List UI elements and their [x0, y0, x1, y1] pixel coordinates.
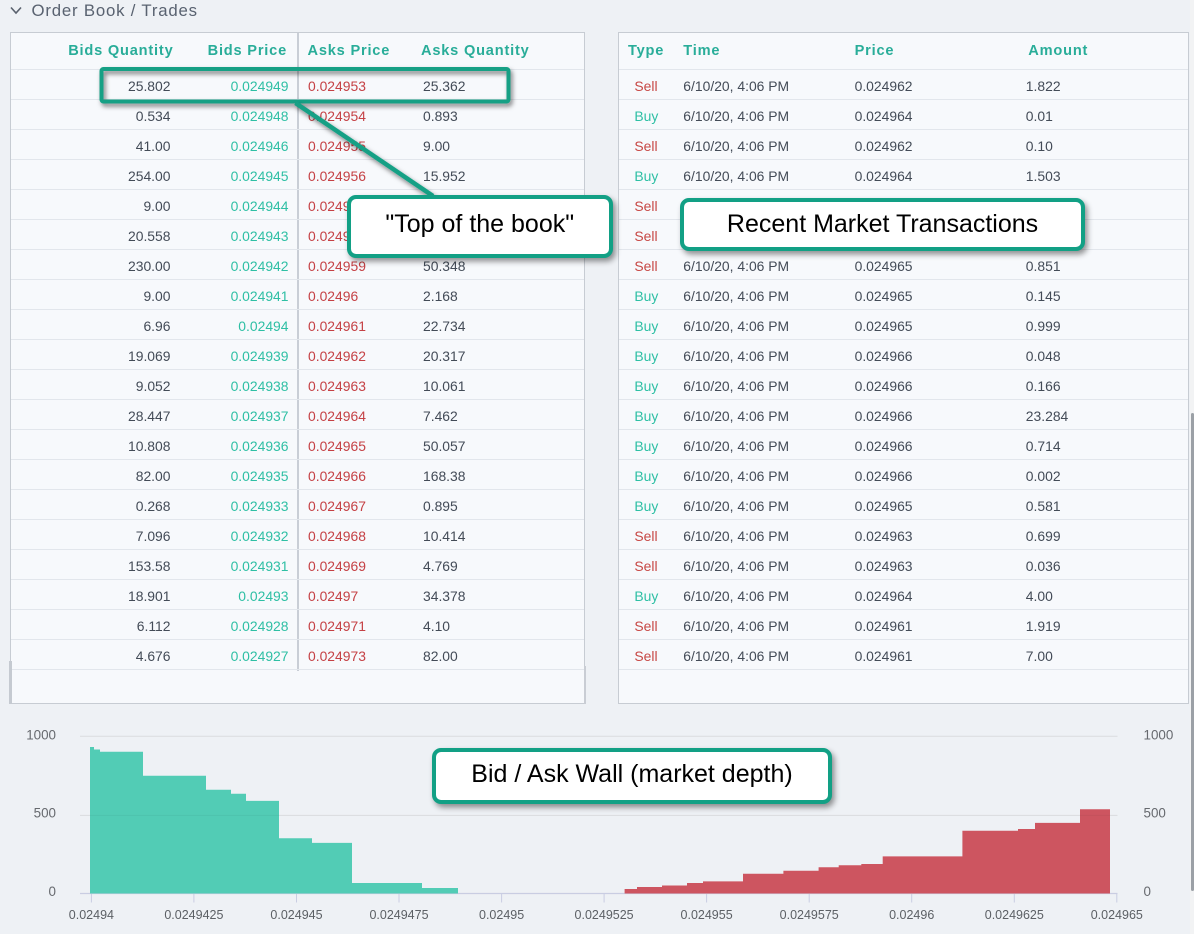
svg-text:0.02494: 0.02494	[69, 908, 114, 922]
svg-text:1000: 1000	[26, 728, 56, 743]
svg-text:0.0249475: 0.0249475	[369, 908, 428, 922]
svg-text:0.024955: 0.024955	[681, 908, 733, 922]
svg-text:0.02496: 0.02496	[889, 908, 934, 922]
svg-text:1000: 1000	[1144, 728, 1174, 743]
svg-text:0.0249525: 0.0249525	[575, 908, 634, 922]
svg-text:500: 500	[34, 806, 56, 821]
svg-text:0.024965: 0.024965	[1091, 908, 1143, 922]
svg-text:500: 500	[1144, 806, 1166, 821]
svg-text:0.0249575: 0.0249575	[780, 908, 839, 922]
svg-text:0: 0	[49, 884, 56, 899]
svg-text:0.0249625: 0.0249625	[985, 908, 1044, 922]
svg-text:0.024945: 0.024945	[270, 908, 322, 922]
svg-text:0.0249425: 0.0249425	[164, 908, 223, 922]
svg-text:0.02495: 0.02495	[479, 908, 524, 922]
svg-text:0: 0	[1144, 884, 1151, 899]
